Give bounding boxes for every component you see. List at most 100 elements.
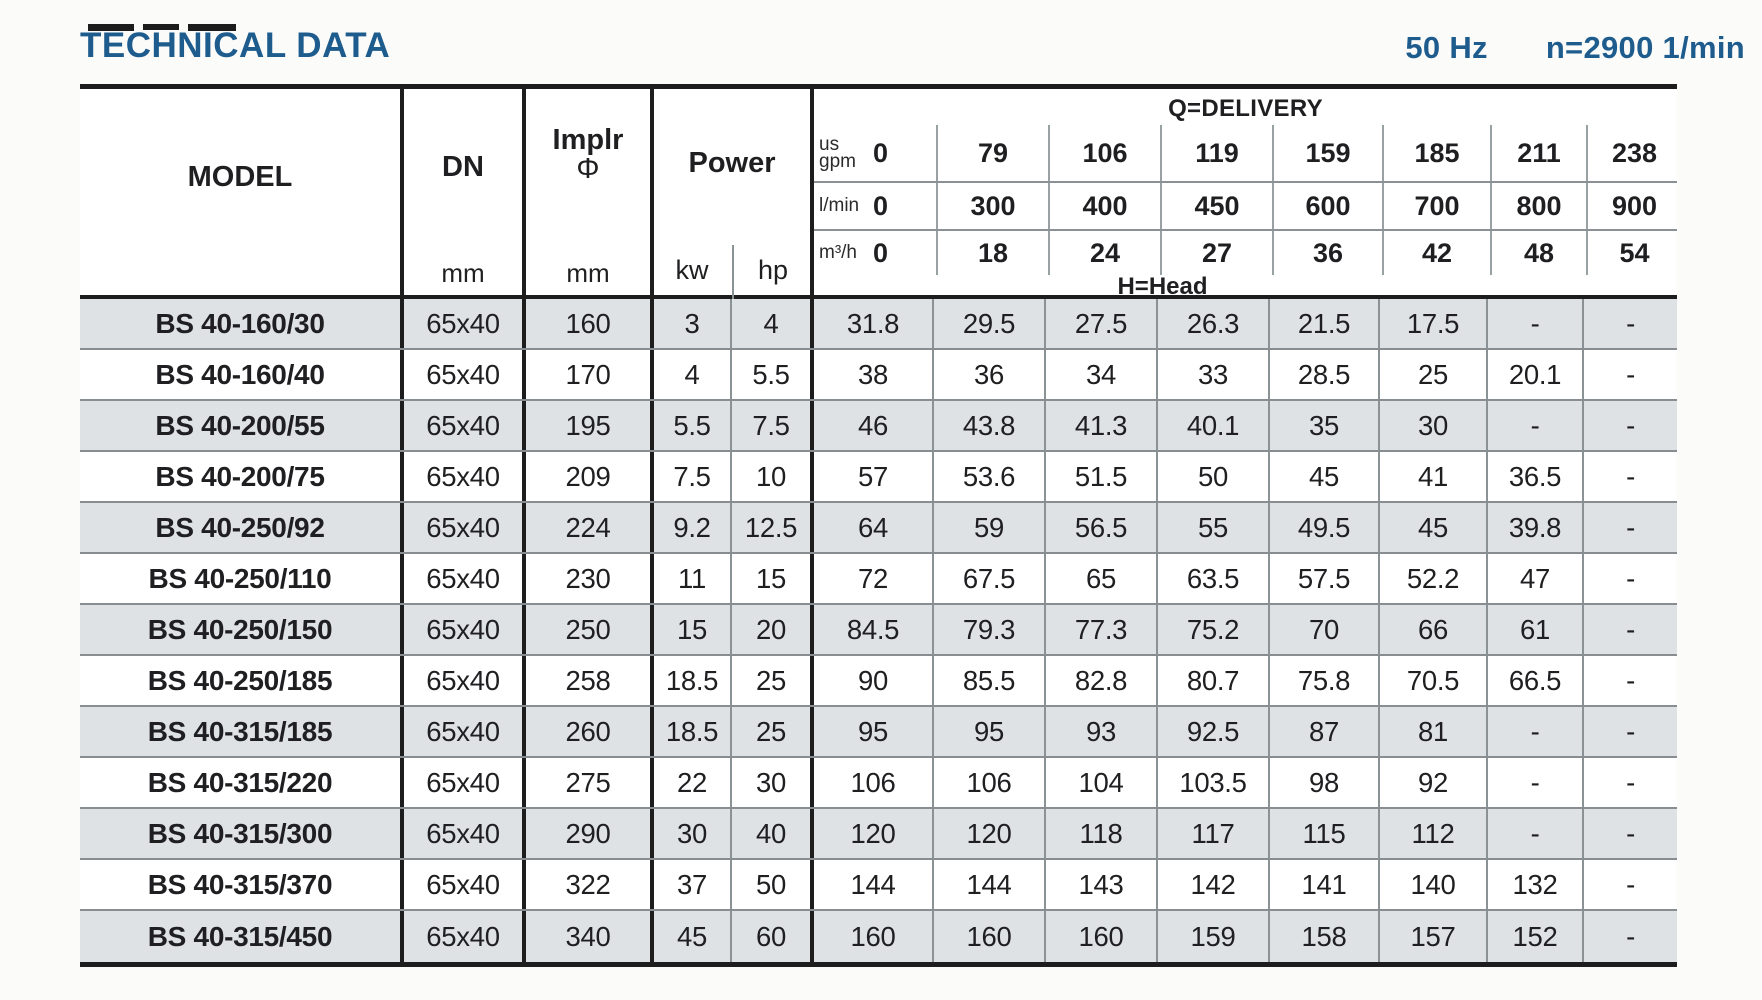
model-cell: BS 40-250/110: [148, 562, 332, 594]
flow-unit-label: l/min: [819, 195, 860, 217]
flow-unit-row: us gpm 0 79 106 119 159 185 211 238: [814, 125, 1677, 183]
kw-cell: 5.5: [650, 401, 730, 450]
head-value-cell: 79.3: [932, 605, 1044, 654]
head-value-cell: -: [1582, 707, 1677, 756]
col-header-dn: DN mm: [400, 89, 522, 299]
head-value-cell: 35: [1268, 401, 1378, 450]
head-value-cell: 144: [810, 860, 932, 909]
impeller-cell: 340: [522, 911, 650, 962]
head-value-cell: -: [1486, 299, 1582, 348]
dn-cell: 65x40: [400, 911, 522, 962]
head-value-cell: -: [1582, 656, 1677, 705]
model-cell: BS 40-160/30: [155, 307, 325, 339]
head-value-cell: 80.7: [1156, 656, 1268, 705]
head-value-cell: -: [1486, 809, 1582, 858]
kw-cell: 37: [650, 860, 730, 909]
head-value-cell: 29.5: [932, 299, 1044, 348]
table-row: BS 40-315/450 65x40 340 45 60 160 160 160 159 158…: [80, 911, 1677, 962]
model-cell: BS 40-200/75: [155, 460, 325, 492]
flow-unit-cell: l/min 0: [814, 183, 936, 229]
head-value-cell: -: [1582, 401, 1677, 450]
head-value-cell: 117: [1156, 809, 1268, 858]
head-value-cell: 72: [810, 554, 932, 603]
page-title: TECHNICAL DATA: [80, 26, 391, 65]
table-row: BS 40-160/30 65x40 160 3 4 31.8 29.5 27.5 26.3 21…: [80, 299, 1677, 350]
table-row: BS 40-250/110 65x40 230 11 15 72 67.5 65 63.5 57.…: [80, 554, 1677, 605]
model-cell: BS 40-315/450: [147, 920, 333, 952]
hp-cell: 12.5: [730, 503, 810, 552]
dn-cell: 65x40: [400, 503, 522, 552]
dn-cell: 65x40: [400, 707, 522, 756]
table-row: BS 40-160/40 65x40 170 4 5.5 38 36 34 33 28.5 25 20…: [80, 350, 1677, 401]
dn-cell: 65x40: [400, 758, 522, 807]
hp-cell: 5.5: [730, 350, 810, 399]
model-cell: BS 40-315/220: [147, 766, 333, 798]
head-value-cell: 50: [1156, 452, 1268, 501]
head-value-cell: 87: [1268, 707, 1378, 756]
kw-cell: 45: [650, 911, 730, 962]
head-value-cell: 112: [1378, 809, 1486, 858]
head-value-cell: 95: [810, 707, 932, 756]
head-value-cell: -: [1582, 911, 1677, 962]
head-value-cell: 17.5: [1378, 299, 1486, 348]
impeller-cell: 170: [522, 350, 650, 399]
hp-cell: 7.5: [730, 401, 810, 450]
flow-value-cell: 159: [1272, 125, 1382, 181]
dn-cell: 65x40: [400, 401, 522, 450]
head-value-cell: 40.1: [1156, 401, 1268, 450]
head-value-cell: 120: [932, 809, 1044, 858]
model-cell: BS 40-315/370: [147, 868, 333, 900]
head-value-cell: 84.5: [810, 605, 932, 654]
kw-cell: 30: [650, 809, 730, 858]
impeller-cell: 224: [522, 503, 650, 552]
head-value-cell: 141: [1268, 860, 1378, 909]
kw-cell: 9.2: [650, 503, 730, 552]
flow-value-cell: 18: [936, 231, 1048, 275]
head-value-cell: 85.5: [932, 656, 1044, 705]
head-value-cell: 20.1: [1486, 350, 1582, 399]
page-header: TECHNICAL DATA 50 Hz n=2900 1/min: [80, 24, 1745, 66]
head-value-cell: 45: [1268, 452, 1378, 501]
power-unit-row: kw hp: [652, 245, 812, 299]
head-value-cell: 103.5: [1156, 758, 1268, 807]
head-value-cell: 77.3: [1044, 605, 1156, 654]
head-value-cell: 55: [1156, 503, 1268, 552]
head-value-cell: 53.6: [932, 452, 1044, 501]
head-value-cell: 47: [1486, 554, 1582, 603]
head-value-cell: -: [1582, 860, 1677, 909]
flow-value-cell: 800: [1490, 183, 1586, 229]
impeller-diameter-symbol: Φ: [576, 153, 600, 186]
head-value-cell: 36.5: [1486, 452, 1582, 501]
q-delivery-label: Q=DELIVERY: [1168, 95, 1323, 122]
flow-value-cell: 185: [1382, 125, 1490, 181]
head-value-cell: 57: [810, 452, 932, 501]
hp-label: hp: [732, 245, 812, 299]
flow-value-cell: 600: [1272, 183, 1382, 229]
dn-cell: 65x40: [400, 860, 522, 909]
operating-conditions: 50 Hz n=2900 1/min: [1405, 30, 1745, 66]
technical-data-table: MODEL DN mm Implr Φ mm Power kw hp Q=DEL…: [80, 84, 1677, 967]
head-value-cell: 158: [1268, 911, 1378, 962]
head-value-cell: 21.5: [1268, 299, 1378, 348]
head-value-cell: 63.5: [1156, 554, 1268, 603]
cropped-scan-artifact: [143, 24, 179, 30]
table-row: BS 40-250/150 65x40 250 15 20 84.5 79.3 77.3 75.…: [80, 605, 1677, 656]
head-value-cell: 92.5: [1156, 707, 1268, 756]
power-label: Power: [688, 147, 776, 179]
hp-cell: 25: [730, 656, 810, 705]
model-cell: BS 40-160/40: [155, 358, 325, 390]
kw-cell: 11: [650, 554, 730, 603]
head-value-cell: 51.5: [1044, 452, 1156, 501]
kw-cell: 7.5: [650, 452, 730, 501]
head-value-cell: 67.5: [932, 554, 1044, 603]
flow-unit-cell: m³/h 0: [814, 231, 936, 275]
table-row: BS 40-315/220 65x40 275 22 30 106 106 104 103.5 9…: [80, 758, 1677, 809]
head-value-cell: 142: [1156, 860, 1268, 909]
hp-cell: 4: [730, 299, 810, 348]
kw-cell: 18.5: [650, 707, 730, 756]
head-value-cell: 159: [1156, 911, 1268, 962]
model-cell: BS 40-315/185: [147, 715, 333, 747]
head-value-cell: 104: [1044, 758, 1156, 807]
head-value-cell: -: [1582, 809, 1677, 858]
head-value-cell: 160: [932, 911, 1044, 962]
